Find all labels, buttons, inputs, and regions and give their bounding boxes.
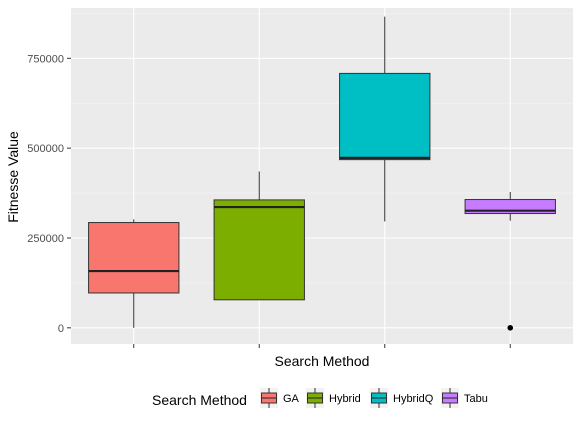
- box-body: [88, 222, 180, 294]
- box-hybrid: [213, 171, 305, 301]
- legend-items: GA Hybrid HybridQ Tabu: [260, 388, 488, 408]
- box-ga: [88, 219, 180, 328]
- legend-label: HybridQ: [393, 393, 434, 405]
- legend-title: Search Method: [152, 392, 247, 408]
- axes: 0 250000 500000 750000: [27, 53, 511, 348]
- legend: Search Method GA Hybrid HybridQ Tabu: [152, 388, 488, 408]
- legend-item-tabu: Tabu: [441, 388, 488, 408]
- y-axis-label: Fitnesse Value: [5, 131, 21, 223]
- legend-item-hybridq: HybridQ: [370, 388, 434, 408]
- boxes: [88, 16, 556, 331]
- outlier-point: [507, 325, 514, 331]
- y-tick-label: 250000: [27, 233, 64, 245]
- legend-item-ga: GA: [260, 388, 300, 408]
- legend-label: GA: [283, 393, 300, 405]
- y-tick-label: 500000: [27, 143, 64, 155]
- legend-label: Hybrid: [329, 393, 361, 405]
- box-body: [213, 199, 305, 301]
- box-tabu: [464, 191, 556, 331]
- y-tick-label: 0: [58, 323, 64, 335]
- box-body: [339, 72, 431, 161]
- x-axis-label: Search Method: [275, 353, 370, 369]
- legend-label: Tabu: [464, 393, 488, 405]
- y-tick-label: 750000: [27, 53, 64, 65]
- box-hybridq: [339, 16, 431, 222]
- legend-item-hybrid: Hybrid: [306, 388, 361, 408]
